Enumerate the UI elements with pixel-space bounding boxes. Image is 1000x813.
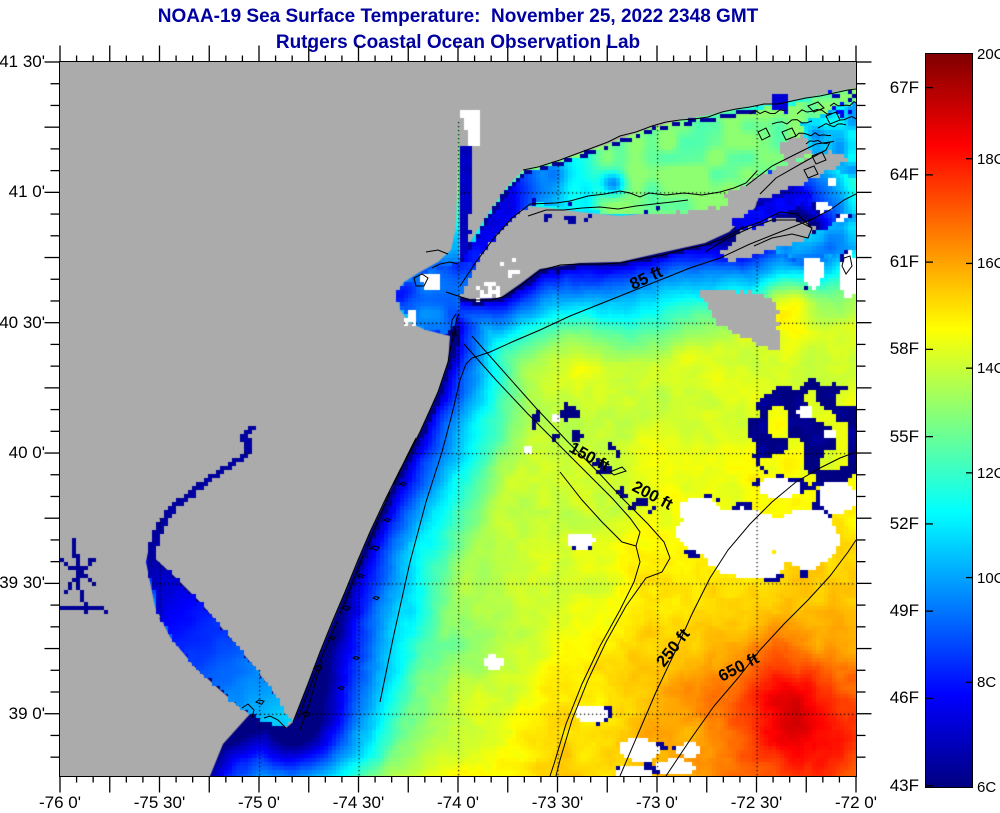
svg-text:650 ft: 650 ft xyxy=(715,649,762,685)
svg-text:150 ft: 150 ft xyxy=(566,439,613,476)
svg-text:85 ft: 85 ft xyxy=(627,263,666,294)
svg-text:200 ft: 200 ft xyxy=(629,478,676,514)
svg-text:250 ft: 250 ft xyxy=(653,625,694,670)
